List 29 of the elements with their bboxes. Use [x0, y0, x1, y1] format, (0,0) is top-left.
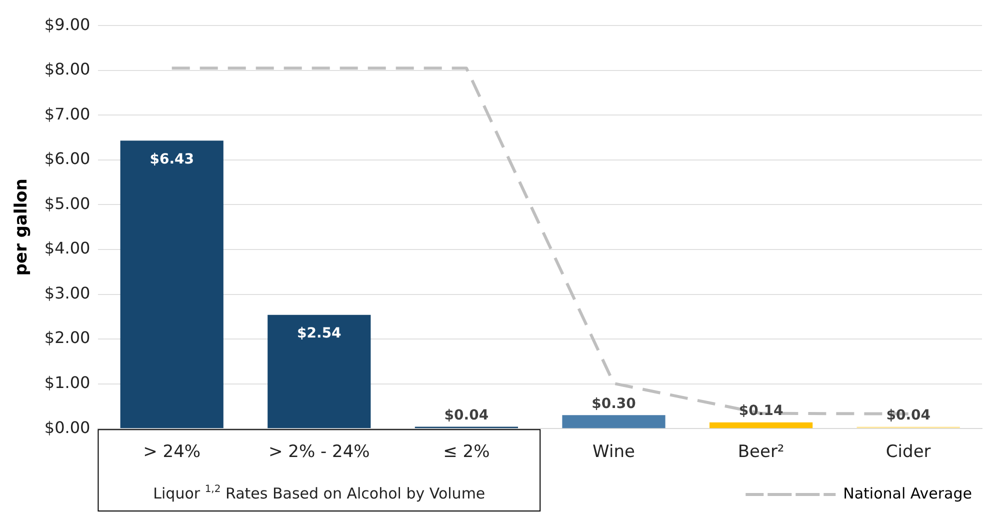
y-tick-label: $4.00 — [44, 238, 90, 258]
x-tick-label: Cider — [886, 442, 931, 462]
y-tick-label: $1.00 — [44, 372, 90, 392]
bar — [709, 422, 813, 428]
x-tick-label: Beer² — [738, 442, 784, 462]
y-tick-label: $5.00 — [44, 194, 90, 213]
data-label: $0.14 — [738, 402, 784, 419]
y-tick-label: $8.00 — [44, 60, 90, 79]
text: Liquor 1,2 Rates Based on Alcohol by Volume — [153, 484, 486, 502]
y-axis-title: per gallon — [12, 178, 32, 276]
data-label: $0.04 — [444, 407, 489, 424]
bar — [120, 140, 224, 428]
y-tick-label: $7.00 — [44, 104, 90, 124]
y-tick-label: $0.00 — [44, 418, 90, 437]
y-tick-label: $9.00 — [44, 14, 90, 34]
y-tick-label: $3.00 — [44, 283, 90, 302]
data-label: $0.30 — [592, 396, 636, 412]
y-tick-label: $2.00 — [44, 328, 90, 348]
bar — [562, 415, 666, 428]
x-tick-label: > 2% - 24% — [268, 442, 370, 462]
y-tick-label: $6.00 — [44, 149, 90, 168]
x-tick-label: > 24% — [143, 442, 201, 462]
data-label: $6.43 — [150, 151, 194, 168]
x-tick-label: ≤ 2% — [443, 442, 490, 462]
x-tick-label: Wine — [592, 442, 635, 462]
data-label: $2.54 — [297, 326, 342, 342]
bar — [268, 314, 371, 428]
data-label: $0.04 — [886, 407, 931, 424]
text: National Average — [843, 484, 972, 502]
